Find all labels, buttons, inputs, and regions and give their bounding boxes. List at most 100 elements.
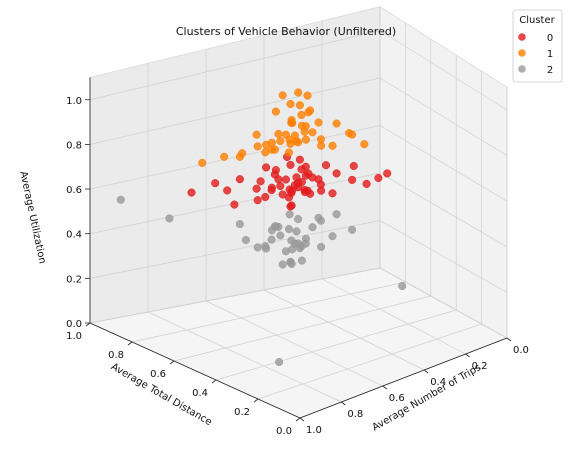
cluster-2-point <box>235 220 244 229</box>
cluster-1-point <box>253 142 262 151</box>
x-tick <box>465 353 470 358</box>
cluster-1-point <box>300 127 309 136</box>
z-tick-label: 0.8 <box>66 140 82 151</box>
cluster-2-point <box>294 215 303 224</box>
y-tick <box>253 398 259 403</box>
x-tick-label: 0.8 <box>347 409 363 420</box>
cluster-0-point <box>278 190 287 199</box>
cluster-0-point <box>314 175 323 184</box>
cluster-1-point <box>328 141 337 150</box>
cluster-2-point <box>275 357 284 367</box>
grid-floor-y <box>89 267 381 324</box>
cluster-2-point <box>261 242 270 251</box>
cluster-2-point <box>284 225 293 234</box>
cluster-1-point <box>252 130 261 139</box>
grid-wall-z <box>379 220 508 293</box>
grid-wall-z <box>379 267 508 339</box>
legend-marker-0 <box>518 33 526 41</box>
cluster-0-point <box>321 161 331 170</box>
cluster-1-point <box>294 138 303 147</box>
cluster-2-point <box>308 223 317 232</box>
cluster-1-point <box>295 101 304 110</box>
legend-label-2: 2 <box>547 65 553 76</box>
cluster-2-point <box>328 232 337 241</box>
grid-wall-z2 <box>89 30 381 101</box>
grid-wall-z <box>379 125 508 202</box>
z-tick-label: 0.0 <box>66 319 82 330</box>
grid-wall-z <box>379 172 508 248</box>
grid-wall-z2 <box>89 77 381 145</box>
x-tick <box>299 417 305 422</box>
cluster-1-point <box>360 140 369 149</box>
cluster-0-point <box>281 175 290 184</box>
grid-wall-z <box>379 77 508 156</box>
chart-title: Clusters of Vehicle Behavior (Unfiltered… <box>176 25 396 38</box>
y-axis-line <box>89 322 301 419</box>
grid-floor-y <box>215 309 457 381</box>
y-tick-label: 1.0 <box>66 331 82 342</box>
cluster-2-point <box>271 222 280 231</box>
cluster-0-point <box>262 163 271 172</box>
legend-label-1: 1 <box>547 49 553 60</box>
cluster-1-point <box>238 149 247 158</box>
cluster-0-point <box>271 166 280 175</box>
cluster-2-point <box>287 236 296 245</box>
cluster-0-point <box>349 161 358 171</box>
z-tick-label: 0.2 <box>66 274 82 285</box>
grid-floor-x <box>147 311 342 403</box>
cluster-2-point <box>165 214 174 223</box>
cluster-0-point <box>362 179 371 188</box>
cluster-2-point <box>278 260 287 269</box>
cluster-0-point <box>235 175 244 184</box>
x-tick <box>382 385 388 390</box>
cluster-0-point <box>261 192 270 202</box>
y-tick <box>211 379 217 384</box>
cluster-0-point <box>348 175 357 184</box>
cluster-0-point <box>274 175 283 184</box>
cluster-2-point <box>317 242 326 251</box>
cluster-0-point <box>317 186 326 195</box>
back-pane-left <box>89 6 381 324</box>
cluster-2-point <box>348 225 357 234</box>
cluster-1-point <box>220 152 229 161</box>
cluster-2-point <box>398 281 407 291</box>
x-tick-label: 1.0 <box>306 425 322 436</box>
cluster-0-point <box>286 202 295 211</box>
z-tick-label: 0.6 <box>66 185 82 196</box>
cluster-1-point <box>308 128 317 137</box>
x-tick <box>506 337 512 342</box>
cluster-2-point <box>116 195 125 204</box>
cluster-1-point <box>294 88 303 97</box>
grid-floor-x <box>263 289 425 371</box>
cluster-1-point <box>290 131 299 140</box>
cluster-0-point <box>297 165 306 174</box>
cluster-1-point <box>262 140 271 149</box>
cluster-0-point <box>287 188 296 198</box>
cluster-1-point <box>270 145 279 154</box>
cluster-2-point <box>332 210 341 219</box>
legend-marker-1 <box>518 49 526 57</box>
legend-label-0: 0 <box>547 33 553 44</box>
y-tick-label: 0.6 <box>150 369 166 380</box>
data-points <box>116 88 407 367</box>
z-axis-label: Average Utilization <box>17 170 47 265</box>
cluster-0-point <box>230 200 239 209</box>
cluster-0-point <box>276 181 285 191</box>
z-tick-label: 0.4 <box>66 230 82 241</box>
cluster-2-point <box>253 243 262 252</box>
x-tick-label: 0.4 <box>430 377 446 388</box>
cluster-1-point <box>281 130 290 139</box>
cluster-0-point <box>211 179 220 188</box>
cluster-0-point <box>253 196 262 205</box>
y-tick-label: 0.2 <box>234 407 250 418</box>
x-tick-label: 0.0 <box>513 345 529 356</box>
legend-marker-2 <box>518 65 526 73</box>
legend-title: Cluster <box>519 15 555 26</box>
cluster-2-point <box>267 235 276 244</box>
cluster-1-point <box>284 148 293 157</box>
cluster-0-point <box>383 169 392 178</box>
y-tick <box>295 417 301 422</box>
cluster-1-point <box>314 118 323 127</box>
cluster-2-point <box>276 231 285 240</box>
